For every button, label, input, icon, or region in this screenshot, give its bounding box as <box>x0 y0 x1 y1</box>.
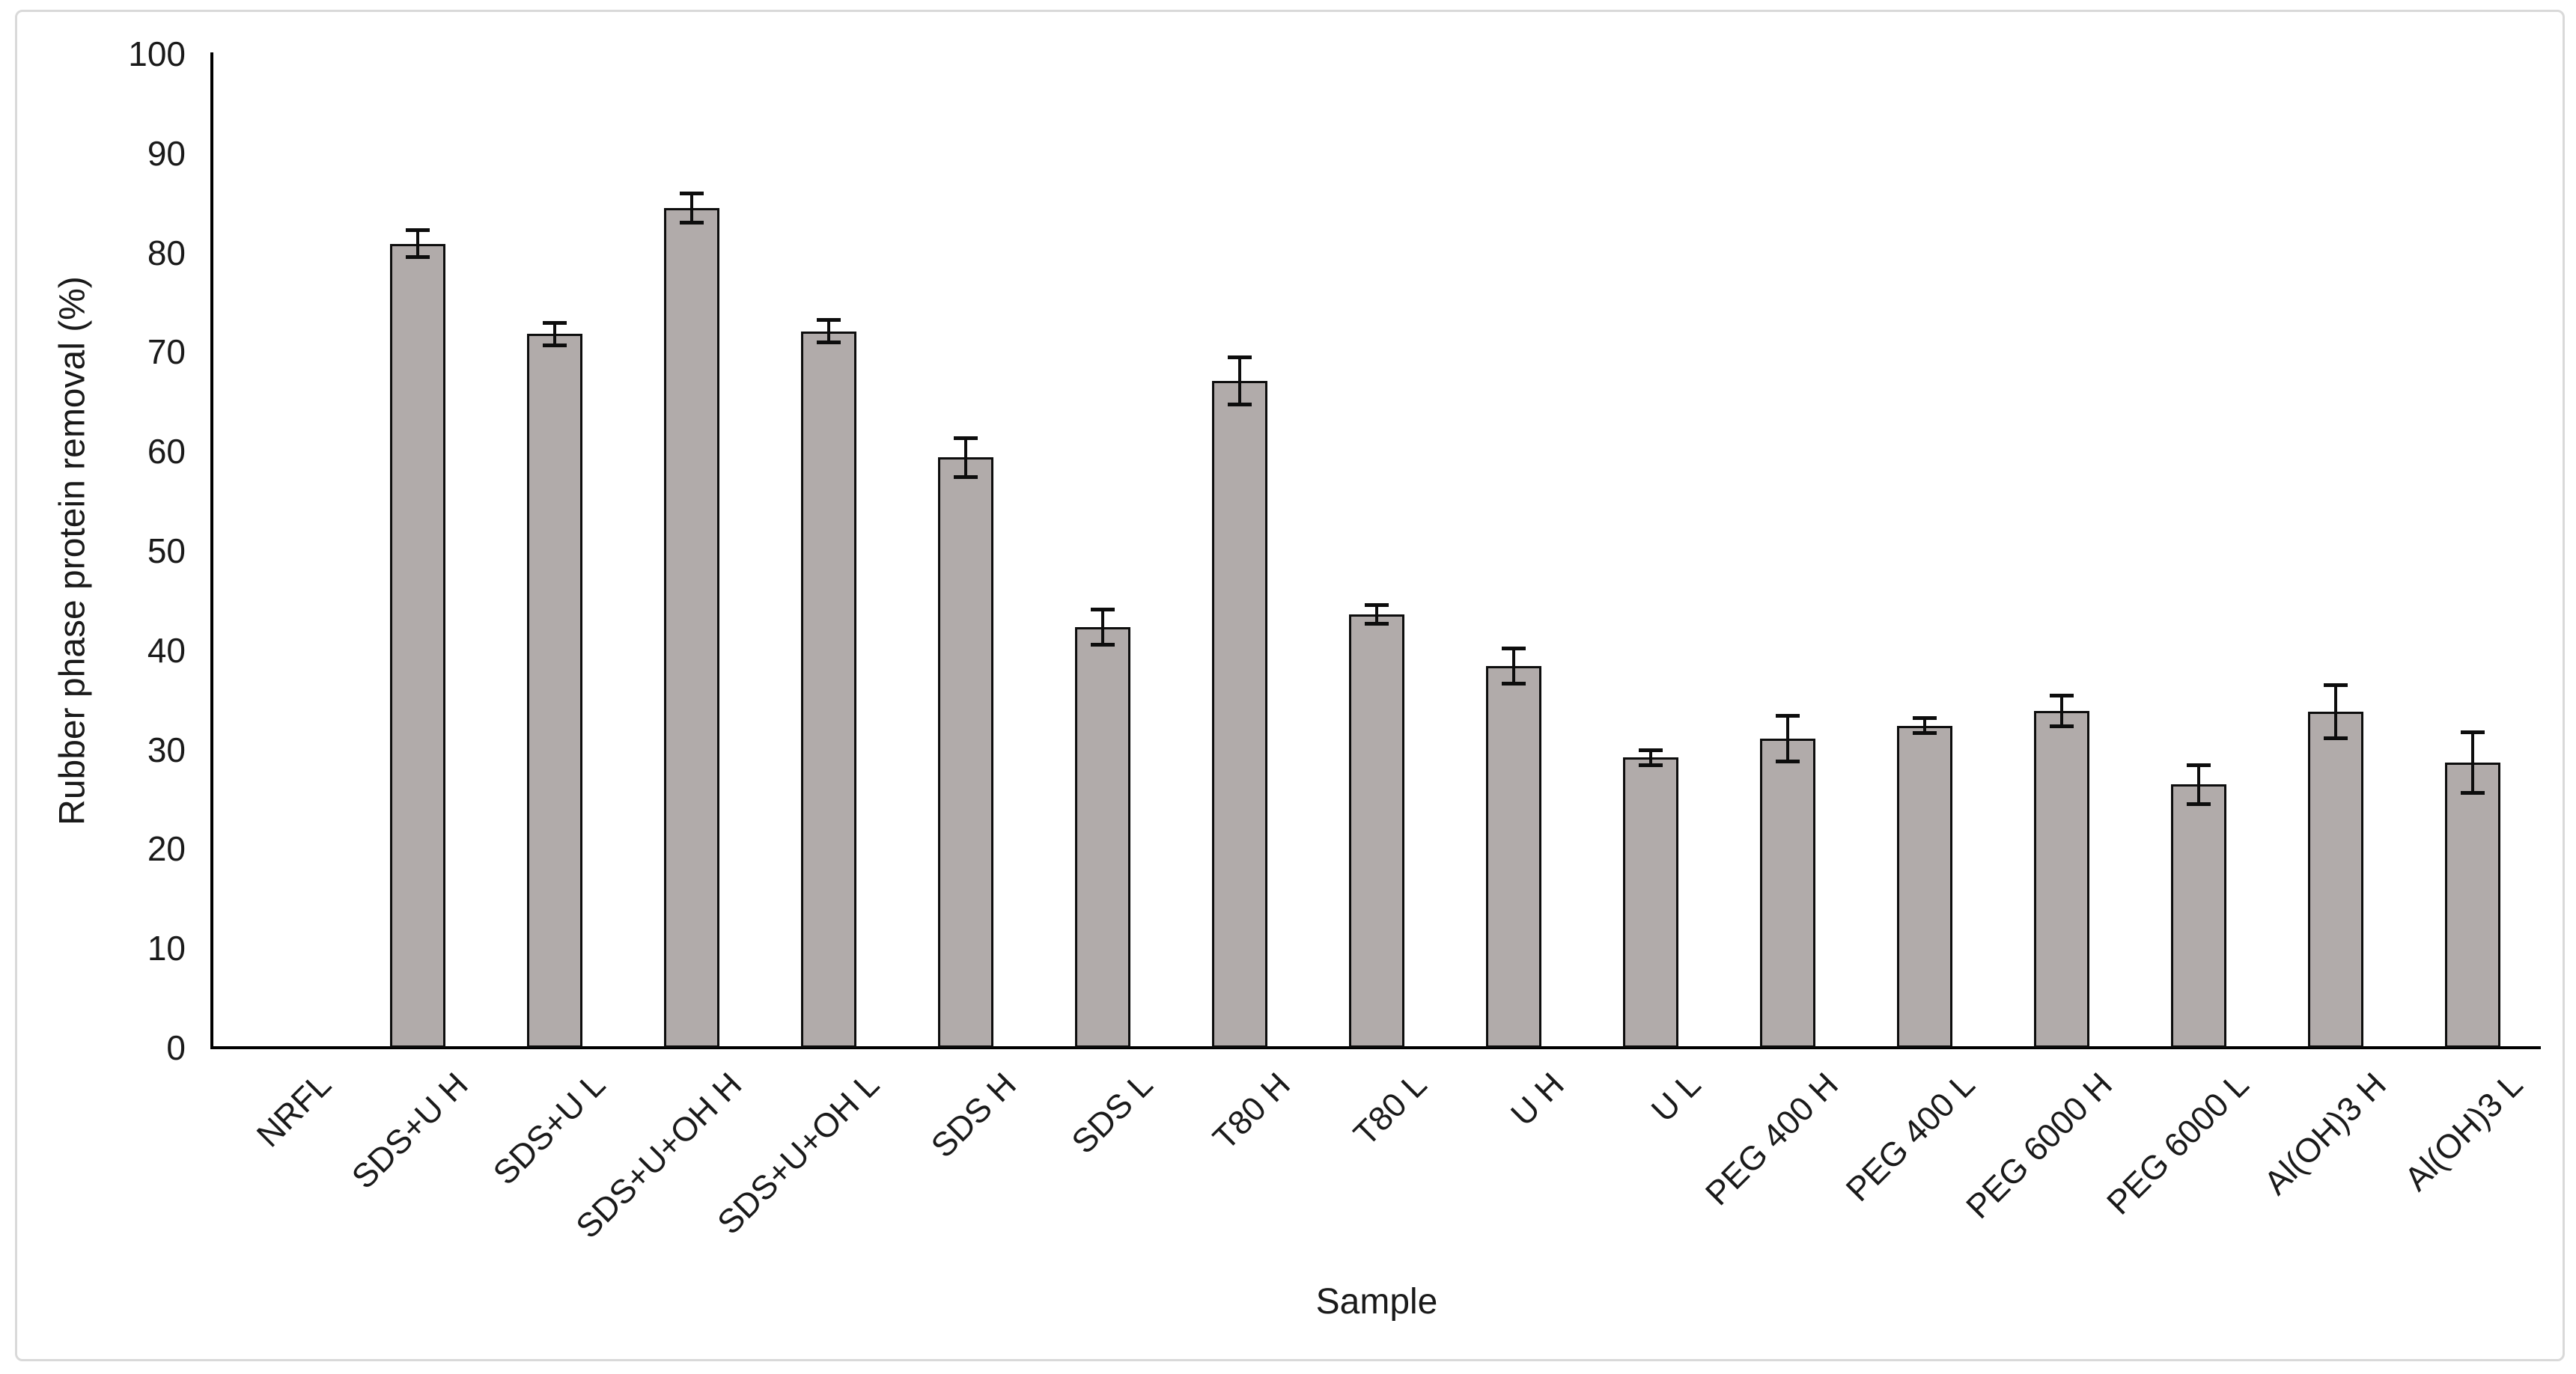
error-bar-whisker-sds-u-oh-h <box>689 192 693 223</box>
x-tick-label-sds-u-l: SDS+U L <box>485 1065 612 1192</box>
y-tick-label-20: 20 <box>147 829 186 869</box>
bar-sds-u-l <box>526 334 582 1048</box>
error-bar-cap-bottom-sds-u-h <box>405 255 430 260</box>
error-bar-cap-bottom-peg-400-l <box>1912 731 1937 736</box>
y-tick-label-80: 80 <box>147 233 186 272</box>
x-tick-label-al-oh-3-l: Al(OH)3 L <box>2397 1065 2530 1198</box>
y-tick-label-100: 100 <box>128 34 186 73</box>
x-tick-label-peg-400-l: PEG 400 L <box>1839 1065 1982 1209</box>
error-bar-cap-top-al-oh-3-h <box>2323 683 2348 688</box>
y-tick-label-70: 70 <box>147 332 186 372</box>
error-bar-cap-bottom-sds-u-oh-h <box>679 220 704 225</box>
error-bar-cap-bottom-u-h <box>1501 681 1526 686</box>
error-bar-cap-top-peg-6000-h <box>2049 693 2074 697</box>
error-bar-cap-top-u-h <box>1501 647 1526 651</box>
y-tick-label-40: 40 <box>147 630 186 670</box>
error-bar-cap-bottom-peg-400-h <box>1775 759 1800 763</box>
error-bar-cap-top-sds-u-h <box>405 228 430 233</box>
error-bar-cap-top-sds-u-l <box>542 320 567 325</box>
x-tick-label-u-h: U H <box>1502 1065 1571 1134</box>
bar-peg-6000-l <box>2170 784 2226 1048</box>
x-tick-label-t80-h: T80 H <box>1205 1065 1297 1158</box>
x-tick-label-peg-400-h: PEG 400 H <box>1697 1065 1845 1213</box>
x-tick-label-t80-l: T80 L <box>1346 1065 1434 1153</box>
bar-sds-u-oh-h <box>663 207 719 1048</box>
x-tick-label-peg-6000-l: PEG 6000 L <box>2099 1065 2256 1222</box>
error-bar-cap-bottom-sds-u-oh-l <box>816 341 841 345</box>
error-bar-cap-bottom-t80-h <box>1227 402 1252 406</box>
x-axis-line <box>210 1046 2541 1049</box>
bar-al-oh-3-h <box>2307 712 2363 1048</box>
x-tick-label-al-oh-3-h: Al(OH)3 H <box>2256 1065 2393 1203</box>
y-tick-label-90: 90 <box>147 133 186 173</box>
bar-t80-h <box>1211 380 1267 1048</box>
y-axis-line <box>210 52 213 1049</box>
bar-u-l <box>1622 757 1678 1048</box>
error-bar-whisker-sds-u-l <box>552 322 556 346</box>
x-axis-title: Sample <box>1315 1282 1438 1322</box>
error-bar-cap-bottom-peg-6000-h <box>2049 724 2074 729</box>
bar-peg-6000-h <box>2033 710 2089 1048</box>
x-tick-label-peg-6000-h: PEG 6000 H <box>1958 1065 2119 1227</box>
x-tick-label-nrfl: NRFL <box>249 1065 338 1155</box>
error-bar-whisker-al-oh-3-l <box>2470 731 2474 794</box>
x-tick-label-sds-h: SDS H <box>923 1065 1023 1165</box>
error-bar-whisker-u-l <box>1648 749 1652 766</box>
y-tick-label-10: 10 <box>147 929 186 968</box>
bar-u-h <box>1485 666 1541 1048</box>
error-bar-cap-top-sds-u-oh-h <box>679 191 704 195</box>
error-bar-whisker-t80-l <box>1374 604 1378 625</box>
bar-sds-u-h <box>389 243 445 1048</box>
error-bar-whisker-sds-h <box>963 437 967 477</box>
error-bar-cap-top-peg-400-l <box>1912 716 1937 721</box>
bar-sds-h <box>937 457 993 1048</box>
error-bar-whisker-sds-l <box>1100 609 1104 646</box>
error-bar-whisker-sds-u-h <box>415 230 419 258</box>
bar-al-oh-3-l <box>2444 762 2500 1048</box>
x-tick-label-sds-u-h: SDS+U H <box>344 1065 475 1197</box>
bar-peg-400-l <box>1896 725 1952 1048</box>
error-bar-cap-top-sds-h <box>953 436 978 440</box>
error-bar-whisker-u-h <box>1511 648 1515 684</box>
error-bar-cap-bottom-sds-l <box>1090 643 1115 647</box>
bar-sds-u-oh-l <box>800 331 856 1048</box>
error-bar-cap-top-peg-400-h <box>1775 714 1800 718</box>
x-tick-label-sds-l: SDS L <box>1064 1065 1160 1161</box>
y-tick-label-30: 30 <box>147 730 186 769</box>
error-bar-cap-top-t80-l <box>1364 602 1389 607</box>
error-bar-cap-bottom-al-oh-3-l <box>2460 791 2485 796</box>
error-bar-whisker-t80-h <box>1237 357 1241 405</box>
y-tick-label-50: 50 <box>147 531 186 570</box>
error-bar-whisker-al-oh-3-h <box>2333 685 2337 739</box>
error-bar-cap-bottom-t80-l <box>1364 622 1389 626</box>
error-bar-cap-bottom-u-l <box>1638 763 1663 767</box>
error-bar-cap-bottom-al-oh-3-h <box>2323 736 2348 740</box>
error-bar-cap-bottom-peg-6000-l <box>2186 802 2211 806</box>
error-bar-whisker-sds-u-oh-l <box>826 319 830 344</box>
error-bar-cap-top-al-oh-3-l <box>2460 730 2485 734</box>
error-bar-cap-top-sds-u-oh-l <box>816 317 841 322</box>
error-bar-cap-bottom-sds-h <box>953 474 978 479</box>
error-bar-cap-top-peg-6000-l <box>2186 763 2211 767</box>
error-bar-cap-top-t80-h <box>1227 355 1252 360</box>
y-axis-title: Rubber phase protein removal (%) <box>52 276 93 825</box>
x-tick-label-u-l: U L <box>1644 1065 1708 1129</box>
error-bar-cap-bottom-sds-u-l <box>542 344 567 348</box>
error-bar-whisker-peg-6000-l <box>2196 764 2200 804</box>
y-tick-label-60: 60 <box>147 432 186 471</box>
bar-peg-400-h <box>1759 738 1815 1048</box>
error-bar-whisker-peg-6000-h <box>2059 694 2063 727</box>
error-bar-whisker-peg-400-l <box>1922 718 1926 734</box>
bar-t80-l <box>1348 614 1404 1048</box>
y-tick-label-0: 0 <box>166 1028 186 1067</box>
bar-sds-l <box>1074 627 1130 1048</box>
error-bar-cap-top-u-l <box>1638 748 1663 752</box>
error-bar-cap-top-sds-l <box>1090 608 1115 612</box>
error-bar-whisker-peg-400-h <box>1785 715 1789 762</box>
